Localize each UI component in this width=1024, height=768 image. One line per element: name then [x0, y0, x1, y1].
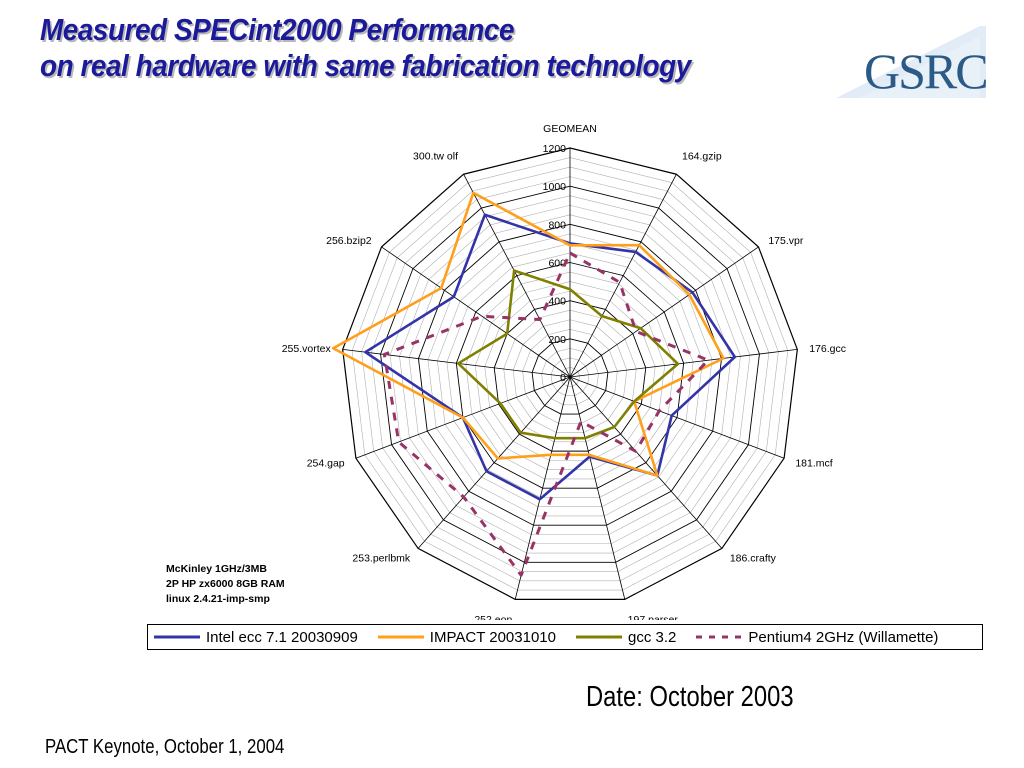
grid-ring-major [342, 147, 798, 600]
category-label: 252.eon [474, 614, 512, 620]
legend-swatch-intel [154, 635, 200, 639]
tick-label: 400 [548, 296, 566, 308]
grid-ring-minor [474, 281, 666, 470]
category-label: 164.gzip [682, 151, 722, 163]
grid-ring-minor [446, 252, 694, 498]
category-label: 300.tw olf [413, 151, 458, 163]
grid-ring-major [531, 338, 609, 415]
grid-spoke [463, 174, 571, 378]
grid-ring-minor [370, 176, 770, 572]
note-line-1: McKinley 1GHz/3MB [166, 563, 267, 575]
slide-date: Date: October 2003 [586, 681, 794, 713]
tick-label: 600 [548, 258, 566, 270]
note-line-3: linux 2.4.21-imp-smp [166, 593, 270, 605]
legend-label-pentium: Pentium4 2GHz (Willamette) [748, 628, 939, 646]
grid-ring-major [493, 300, 647, 452]
legend-label-impact: IMPACT 20031010 [429, 628, 556, 646]
legend-swatch-gcc [576, 635, 622, 639]
title-line-2: on real hardware with same fabrication t… [40, 48, 691, 83]
category-label: 256.bzip2 [326, 235, 372, 247]
category-label: 176.gcc [809, 343, 846, 355]
radar-category-labels: GEOMEAN 164.gzip 175.vpr 176.gcc 181.mcf 186.… [282, 123, 846, 620]
note-line-2: 2P HP zx6000 8GB RAM [166, 578, 285, 590]
category-label: 186.crafty [730, 552, 777, 564]
grid-ring-minor [361, 166, 779, 582]
grid-spoke [569, 246, 759, 378]
category-label: 175.vpr [768, 235, 804, 247]
legend-item-gcc: gcc 3.2 [576, 629, 676, 646]
legend-label-intel: Intel ecc 7.1 20030909 [206, 628, 358, 646]
legend-swatch-impact [377, 635, 424, 639]
slide-title: Measured SPECint2000 Performance on real… [40, 12, 691, 84]
grid-spoke [569, 376, 785, 459]
legend-label-gcc: gcc 3.2 [628, 628, 677, 646]
tick-label: 0 [560, 372, 566, 384]
category-label: 254.gap [307, 457, 345, 469]
category-label: 255.vortex [282, 343, 332, 355]
grid-spoke [569, 376, 626, 600]
hardware-note: McKinley 1GHz/3MB 2P HP zx6000 8GB RAM l… [166, 562, 285, 607]
grid-ring-minor [399, 204, 741, 545]
legend-item-pentium: Pentium4 2GHz (Willamette) [696, 629, 938, 646]
tick-label: 800 [548, 219, 566, 231]
radar-series [331, 191, 737, 577]
category-label: GEOMEAN [543, 123, 597, 135]
grid-spoke [569, 349, 798, 378]
series-intel [364, 213, 737, 501]
chart-legend: Intel ecc 7.1 20030909 IMPACT 20031010 gcc… [147, 624, 983, 650]
category-label: 253.perlbmk [352, 552, 411, 564]
grid-ring-minor [550, 357, 590, 396]
grid-spoke [569, 376, 723, 549]
radar-chart: 0 200 400 600 800 1000 1200 GEOMEAN 164.gzip 175… [282, 123, 846, 620]
legend-swatch-pentium [696, 635, 743, 639]
legend-item-impact: IMPACT 20031010 [377, 628, 556, 646]
grid-spoke [342, 349, 571, 378]
logo-wordmark: GSRC [864, 43, 987, 99]
tick-label: 200 [548, 334, 566, 346]
grid-ring-minor [351, 157, 789, 591]
series-pentium [382, 251, 710, 577]
grid-spoke [381, 246, 571, 378]
grid-ring-minor [465, 271, 675, 480]
grid-ring-minor [408, 214, 732, 535]
legend-item-intel: Intel ecc 7.1 20030909 [154, 629, 358, 646]
grid-spoke [417, 376, 571, 549]
category-label: 197.parser [628, 614, 679, 620]
radar-grid [342, 147, 798, 600]
grid-ring-minor [437, 243, 703, 508]
grid-ring-minor [512, 319, 628, 433]
grid-spoke [514, 376, 571, 600]
grid-ring-minor [560, 367, 580, 387]
grid-ring-minor [522, 328, 618, 424]
grid-ring-minor [503, 309, 637, 443]
title-line-1: Measured SPECint2000 Performance [40, 12, 515, 47]
grid-ring-major [380, 185, 760, 563]
radar-tick-labels: 0 200 400 600 800 1000 1200 [543, 143, 567, 384]
grid-ring-minor [389, 195, 751, 554]
series-impact [331, 191, 725, 477]
gsrc-logo: GSRC [836, 26, 989, 99]
grid-ring-minor [427, 233, 713, 517]
category-label: 181.mcf [795, 457, 832, 469]
slide-footer: PACT Keynote, October 1, 2004 [45, 736, 285, 758]
tick-label: 1200 [543, 143, 567, 155]
grid-ring-minor [541, 348, 599, 406]
series-gcc [456, 269, 680, 440]
grid-spoke [569, 174, 677, 378]
tick-label: 1000 [543, 181, 567, 193]
